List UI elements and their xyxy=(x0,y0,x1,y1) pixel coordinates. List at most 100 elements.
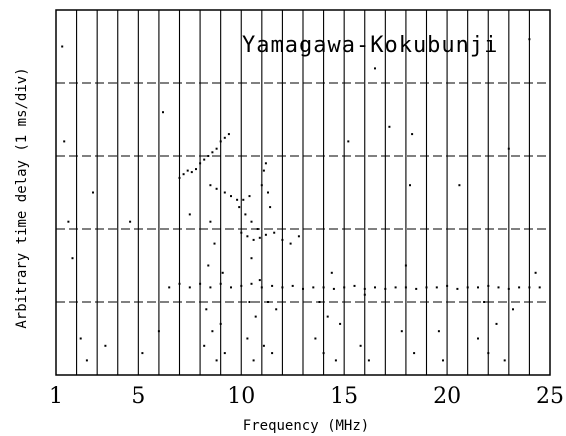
data-point xyxy=(227,133,230,136)
data-point xyxy=(211,330,214,333)
data-point xyxy=(512,308,514,311)
data-point xyxy=(367,359,370,362)
data-point xyxy=(394,286,397,289)
data-point xyxy=(312,286,315,289)
data-point xyxy=(477,337,479,340)
data-point xyxy=(162,111,164,114)
data-point xyxy=(215,147,218,150)
y-axis-label: Arbitrary time delay (1 ms/div) xyxy=(14,67,30,328)
data-point xyxy=(195,168,197,171)
data-point xyxy=(203,344,206,347)
x-axis-label: Frequency (MHz) xyxy=(243,418,369,434)
data-point xyxy=(314,337,317,340)
data-point xyxy=(456,287,459,290)
data-point xyxy=(221,271,224,274)
data-point xyxy=(213,242,216,245)
data-point xyxy=(264,233,267,236)
data-point xyxy=(188,286,191,289)
data-point xyxy=(230,195,232,198)
data-point xyxy=(487,284,490,287)
data-point xyxy=(219,322,222,325)
data-point xyxy=(236,198,239,201)
data-point xyxy=(507,287,510,290)
data-point xyxy=(250,282,253,285)
data-point xyxy=(67,220,70,223)
data-point xyxy=(168,286,171,289)
data-point xyxy=(363,293,366,296)
data-point xyxy=(415,287,418,290)
data-point xyxy=(264,162,267,165)
data-point xyxy=(528,38,531,41)
data-point xyxy=(388,125,391,128)
data-point xyxy=(209,286,212,289)
data-point xyxy=(267,191,269,194)
data-point xyxy=(63,140,66,143)
data-point xyxy=(384,287,387,290)
data-point xyxy=(157,330,160,333)
data-point xyxy=(534,271,537,274)
data-point xyxy=(322,286,325,289)
data-point xyxy=(71,257,74,260)
data-point xyxy=(503,359,506,362)
grid xyxy=(56,10,550,375)
data-point xyxy=(332,287,335,290)
data-point xyxy=(215,359,218,362)
data-point xyxy=(528,286,531,289)
x-tick-label: 20 xyxy=(433,384,461,409)
data-point xyxy=(343,286,346,289)
data-point xyxy=(250,257,253,260)
data-point xyxy=(262,344,265,347)
data-point xyxy=(507,147,510,150)
data-point xyxy=(281,238,284,241)
data-point xyxy=(252,238,255,241)
data-point xyxy=(230,286,232,289)
data-point xyxy=(199,162,202,165)
data-point xyxy=(466,286,469,289)
data-point xyxy=(85,359,88,362)
data-points xyxy=(61,38,541,362)
data-point xyxy=(269,206,272,209)
data-point xyxy=(291,284,294,287)
data-point xyxy=(330,271,333,274)
data-point xyxy=(182,173,185,176)
data-point xyxy=(178,282,181,285)
data-point xyxy=(374,67,376,70)
x-tick-label: 25 xyxy=(536,384,564,409)
data-point xyxy=(246,337,249,340)
data-point xyxy=(199,282,202,285)
data-point xyxy=(322,352,325,355)
data-point xyxy=(318,301,321,303)
data-point xyxy=(178,176,181,179)
data-point xyxy=(246,235,249,238)
data-point xyxy=(404,264,407,267)
data-point xyxy=(497,286,500,289)
data-point xyxy=(359,344,362,347)
data-point xyxy=(334,359,337,362)
data-point xyxy=(409,184,411,187)
x-tick-label: 15 xyxy=(330,384,358,409)
data-point xyxy=(297,235,300,238)
data-point xyxy=(400,330,403,333)
data-point xyxy=(238,206,241,209)
data-point xyxy=(248,195,251,198)
x-tick-labels: 1 5 10 15 20 25 xyxy=(49,384,564,409)
data-point xyxy=(271,284,274,287)
data-point xyxy=(339,322,342,325)
data-point xyxy=(326,315,329,318)
data-point xyxy=(248,301,251,303)
data-point xyxy=(207,155,210,157)
data-point xyxy=(242,198,245,201)
data-point xyxy=(518,286,521,289)
data-point xyxy=(92,191,94,194)
x-tick-label: 1 xyxy=(49,384,63,409)
data-point xyxy=(262,169,265,172)
data-point xyxy=(483,301,486,303)
data-point xyxy=(260,184,263,187)
data-point xyxy=(435,286,438,289)
data-point xyxy=(495,322,498,325)
data-point xyxy=(207,264,210,267)
data-point xyxy=(442,359,444,362)
data-point xyxy=(273,231,276,234)
data-point xyxy=(458,184,461,187)
